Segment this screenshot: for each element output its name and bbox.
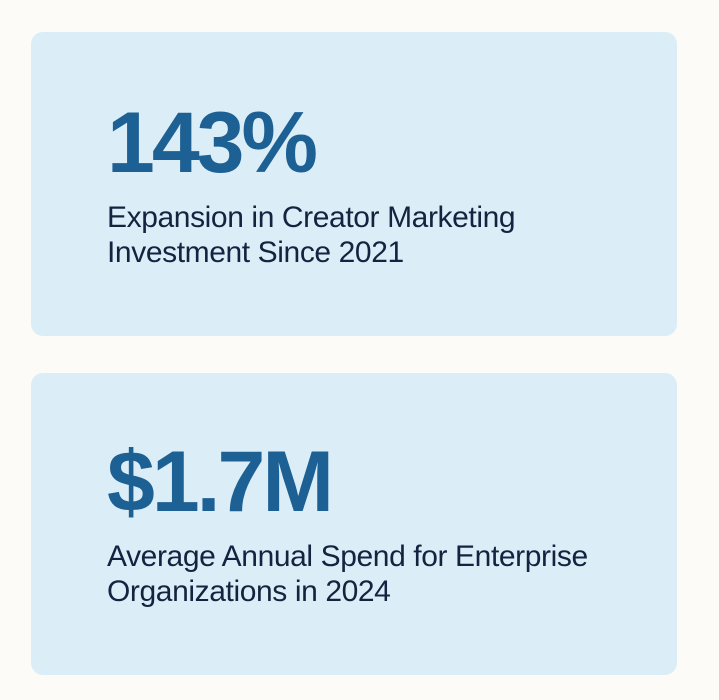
stat-card-average-spend: $1.7M Average Annual Spend for Enterpris…: [31, 373, 677, 675]
stat-value: $1.7M: [107, 434, 334, 530]
stat-description: Expansion in Creator Marketing Investmen…: [107, 201, 516, 269]
stat-value: 143%: [107, 95, 318, 191]
stat-card-investment-growth: 143% Expansion in Creator Marketing Inve…: [31, 32, 677, 336]
stat-description: Average Annual Spend for Enterprise Orga…: [107, 540, 588, 608]
